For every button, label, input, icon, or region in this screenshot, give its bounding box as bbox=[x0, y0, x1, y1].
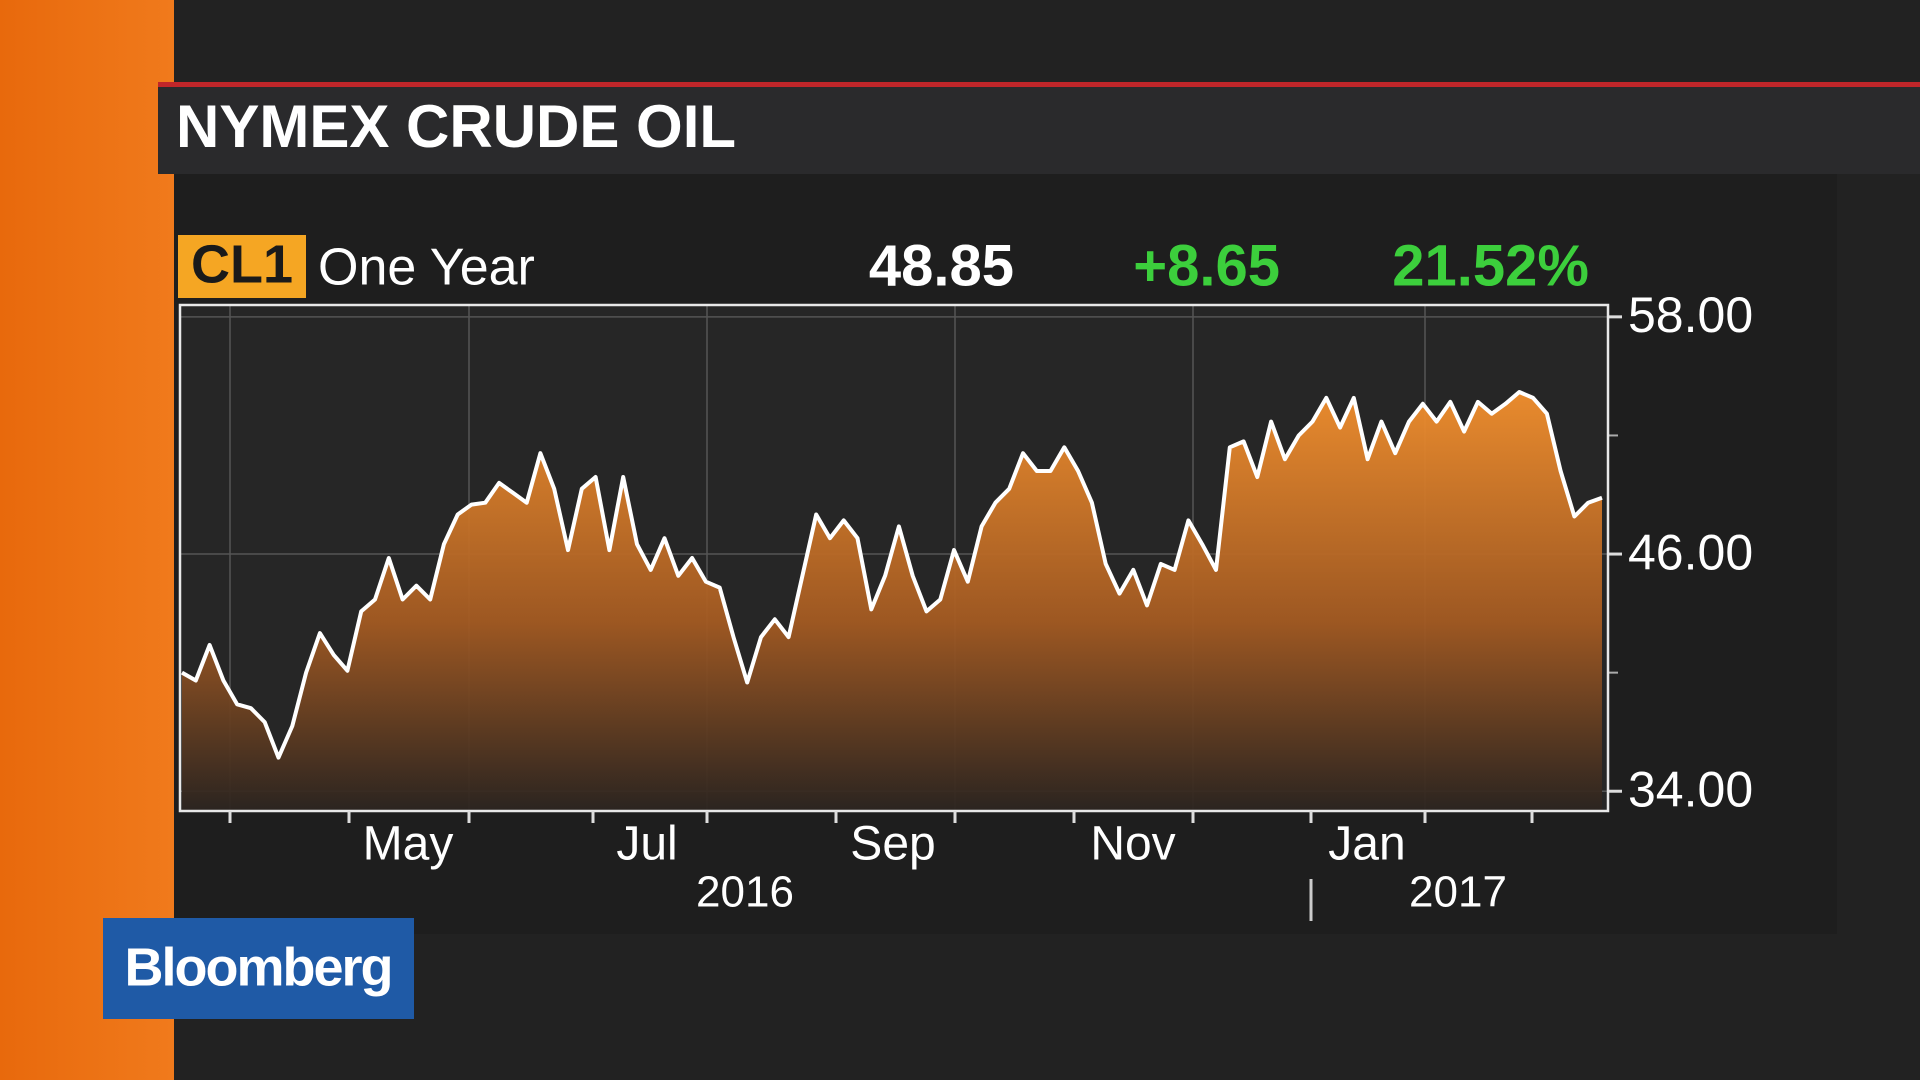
brand-logo: Bloomberg bbox=[124, 937, 391, 997]
x-tick-label: Jan bbox=[1328, 818, 1405, 871]
pct-change: 21.52% bbox=[1392, 233, 1589, 298]
orange-strip bbox=[0, 0, 174, 1080]
plot: 58.00 46.00 34.00 May Jul Sep Nov Jan 2016 2017 bbox=[178, 287, 1753, 917]
logo-box bbox=[103, 918, 414, 1019]
ticker-box bbox=[178, 235, 306, 298]
x-tick-label: Jul bbox=[616, 818, 677, 871]
y-tick-label: 34.00 bbox=[1628, 761, 1753, 817]
area-fill bbox=[182, 392, 1602, 811]
net-change: +8.65 bbox=[1133, 233, 1280, 298]
red-rule bbox=[158, 82, 1920, 87]
price-line bbox=[181, 390, 1603, 760]
period: One Year bbox=[318, 239, 535, 297]
x-tick-label: Nov bbox=[1090, 818, 1175, 871]
plot-border bbox=[178, 303, 1610, 813]
title-bar bbox=[158, 87, 1920, 174]
chart-title: NYMEX CRUDE OIL bbox=[176, 93, 736, 160]
y-tick-label: 46.00 bbox=[1628, 524, 1753, 580]
x-tick-label: May bbox=[363, 818, 454, 871]
x-tick-label: Sep bbox=[850, 818, 935, 871]
y-tick-label: 58.00 bbox=[1628, 287, 1753, 343]
last-price: 48.85 bbox=[869, 233, 1014, 298]
year-label: 2017 bbox=[1409, 868, 1507, 917]
year-label: 2016 bbox=[696, 868, 794, 917]
ticker: CL1 bbox=[191, 234, 293, 294]
